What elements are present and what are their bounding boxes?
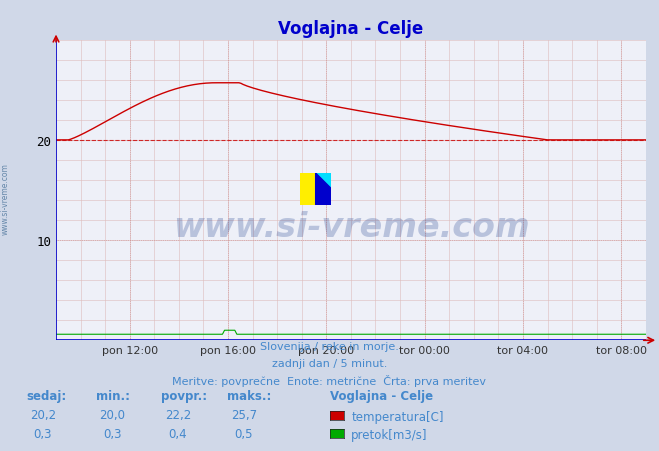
Text: 0,4: 0,4 [169,427,187,440]
Text: 0,3: 0,3 [103,427,121,440]
Text: maks.:: maks.: [227,389,272,402]
Text: zadnji dan / 5 minut.: zadnji dan / 5 minut. [272,359,387,368]
Text: 0,5: 0,5 [235,427,253,440]
Bar [300,174,316,205]
Text: 20,2: 20,2 [30,409,56,422]
Title: Voglajna - Celje: Voglajna - Celje [278,20,424,37]
Text: povpr.:: povpr.: [161,389,208,402]
Text: 0,3: 0,3 [34,427,52,440]
Polygon shape [316,174,331,205]
Text: 20,0: 20,0 [99,409,125,422]
Text: Voglajna - Celje: Voglajna - Celje [330,389,432,402]
Text: www.si-vreme.com: www.si-vreme.com [173,210,529,243]
Text: temperatura[C]: temperatura[C] [351,410,444,423]
Text: Meritve: povprečne  Enote: metrične  Črta: prva meritev: Meritve: povprečne Enote: metrične Črta:… [173,374,486,386]
Text: 22,2: 22,2 [165,409,191,422]
Text: Slovenija / reke in morje.: Slovenija / reke in morje. [260,341,399,351]
Text: 25,7: 25,7 [231,409,257,422]
Text: pretok[m3/s]: pretok[m3/s] [351,428,428,441]
Text: min.:: min.: [96,389,130,402]
Polygon shape [316,174,331,189]
Text: sedaj:: sedaj: [26,389,67,402]
Text: www.si-vreme.com: www.si-vreme.com [1,162,10,235]
